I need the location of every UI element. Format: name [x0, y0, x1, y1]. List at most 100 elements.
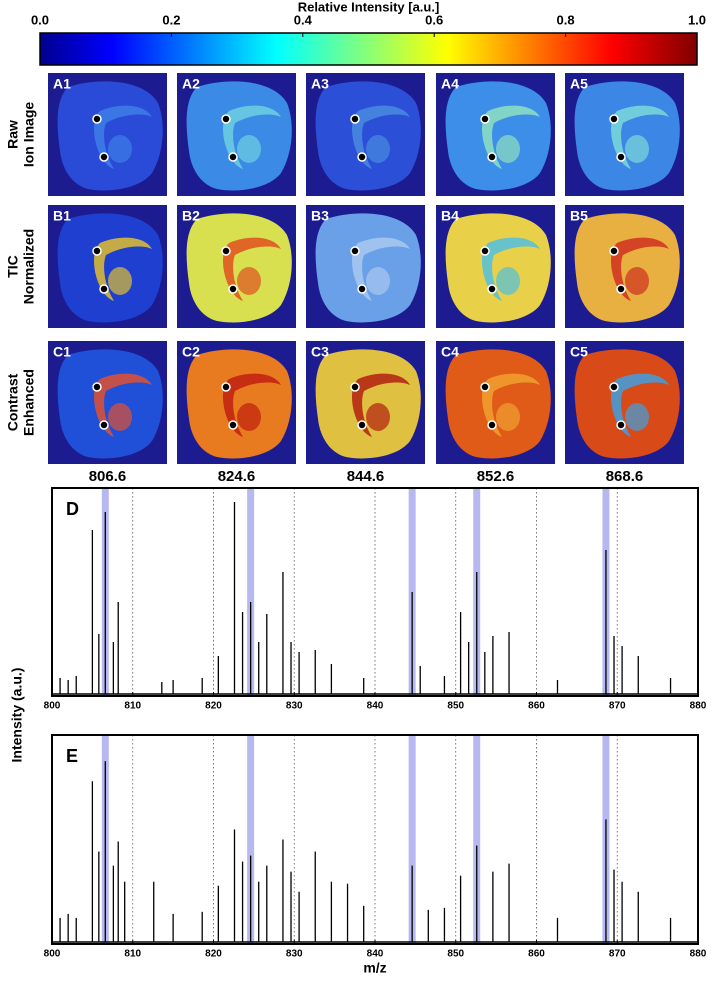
- panel-label: B3: [311, 208, 329, 224]
- brain-region: [611, 237, 669, 301]
- column-label: 852.6: [477, 468, 515, 485]
- x-tick-label: 850: [447, 701, 464, 712]
- ion-image: B3: [306, 205, 425, 328]
- brain-region: [94, 237, 152, 301]
- brain-section: [57, 81, 163, 191]
- panel-label: D: [66, 499, 79, 519]
- row-label: TIC: [5, 255, 21, 278]
- ion-image: A2: [177, 73, 296, 196]
- plot-frame: [51, 734, 699, 945]
- column-label: 868.6: [606, 468, 644, 485]
- brain-region: [611, 105, 669, 169]
- ion-image: C1: [48, 341, 167, 464]
- brain-section: [315, 81, 421, 191]
- column-label: 824.6: [218, 468, 256, 485]
- row-label: Ion Image: [21, 102, 37, 168]
- marker-dot: [616, 284, 626, 294]
- brain-section: [445, 349, 551, 459]
- marker-dot: [99, 420, 109, 430]
- brain-section: [574, 349, 680, 459]
- brain-region: [366, 267, 390, 295]
- brain-section: [315, 349, 421, 459]
- brain-region: [366, 135, 390, 163]
- column-label: 806.6: [89, 468, 127, 485]
- brain-region: [237, 135, 261, 163]
- panel-label: B5: [570, 208, 588, 224]
- row-label: Enhanced: [21, 369, 37, 436]
- x-tick-label: 880: [690, 949, 707, 960]
- brain-region: [611, 373, 669, 437]
- highlight-band: [247, 488, 255, 696]
- marker-dot: [487, 152, 497, 162]
- ion-image: C3: [306, 341, 425, 464]
- x-tick-label: 870: [609, 949, 626, 960]
- plot-frame: [51, 487, 699, 697]
- x-tick-label: 850: [447, 949, 464, 960]
- ion-image: A1: [48, 73, 167, 196]
- marker-dot: [228, 152, 238, 162]
- x-tick-label: 860: [528, 701, 545, 712]
- ion-image: A5: [565, 73, 684, 196]
- marker-dot: [357, 284, 367, 294]
- x-tick-label: 880: [690, 701, 707, 712]
- marker-dot: [99, 152, 109, 162]
- marker-dot: [480, 382, 490, 392]
- panel-label: C1: [53, 344, 71, 360]
- colorbar-title: Relative Intensity [a.u.]: [298, 0, 440, 14]
- brain-region: [223, 237, 281, 301]
- brain-section: [186, 213, 292, 323]
- brain-region: [482, 237, 540, 301]
- colorbar-tick-label: 0.8: [557, 12, 575, 27]
- x-tick-label: 860: [528, 949, 545, 960]
- brain-region: [366, 403, 390, 431]
- marker-dot: [357, 152, 367, 162]
- brain-region: [94, 105, 152, 169]
- brain-section: [445, 213, 551, 323]
- x-tick-label: 840: [367, 701, 384, 712]
- x-tick-label: 800: [44, 949, 61, 960]
- marker-dot: [99, 284, 109, 294]
- marker-dot: [228, 420, 238, 430]
- marker-dot: [350, 246, 360, 256]
- brain-region: [108, 135, 132, 163]
- colorbar-tick-label: 0.6: [425, 12, 443, 27]
- panel-label: A2: [182, 76, 200, 92]
- brain-region: [496, 403, 520, 431]
- marker-dot: [357, 420, 367, 430]
- x-tick-label: 810: [124, 701, 141, 712]
- brain-region: [352, 373, 410, 437]
- panel-label: C3: [311, 344, 329, 360]
- x-tick-label: 870: [609, 701, 626, 712]
- panel-label: A3: [311, 76, 329, 92]
- x-tick-label: 840: [367, 949, 384, 960]
- marker-dot: [92, 114, 102, 124]
- x-tick-label: 820: [205, 701, 222, 712]
- brain-region: [352, 237, 410, 301]
- marker-dot: [92, 382, 102, 392]
- colorbar-tick-label: 1.0: [688, 12, 706, 27]
- ion-image: C2: [177, 341, 296, 464]
- panel-label: C5: [570, 344, 588, 360]
- panel-label: C2: [182, 344, 200, 360]
- panel-label: B2: [182, 208, 200, 224]
- brain-region: [625, 267, 649, 295]
- row-label: Raw: [5, 120, 21, 149]
- ion-image: C4: [436, 341, 555, 464]
- panel-label: E: [66, 746, 78, 766]
- brain-region: [237, 403, 261, 431]
- marker-dot: [487, 284, 497, 294]
- x-tick-label: 830: [286, 701, 303, 712]
- marker-dot: [609, 114, 619, 124]
- brain-region: [108, 403, 132, 431]
- highlight-band: [408, 735, 416, 944]
- brain-region: [482, 373, 540, 437]
- marker-dot: [350, 114, 360, 124]
- marker-dot: [616, 420, 626, 430]
- highlight-band: [247, 735, 255, 944]
- marker-dot: [221, 114, 231, 124]
- column-label: 844.6: [347, 468, 385, 485]
- brain-region: [482, 105, 540, 169]
- ion-image: C5: [565, 341, 684, 464]
- brain-region: [223, 373, 281, 437]
